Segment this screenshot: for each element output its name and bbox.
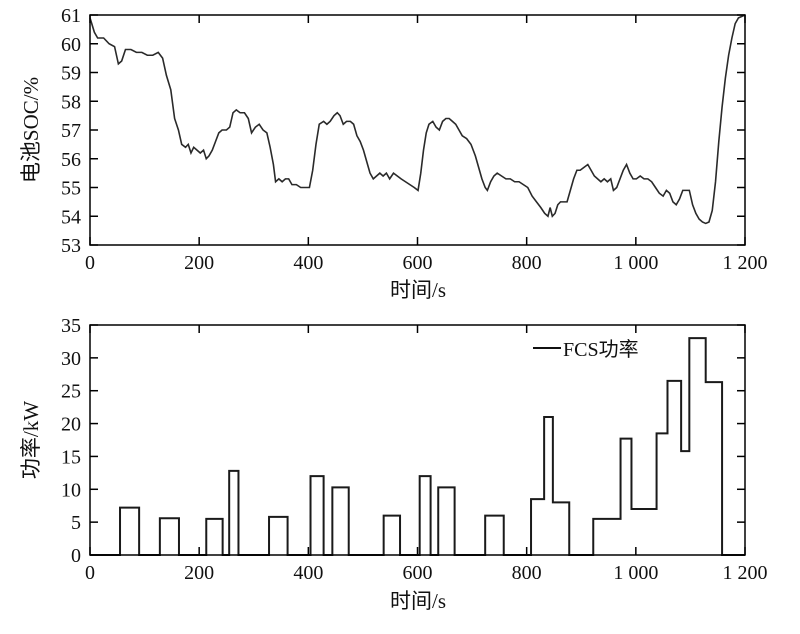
legend-label: FCS功率 xyxy=(563,339,639,361)
soc-y-axis-label: 电池SOC/% xyxy=(19,76,43,184)
svg-text:55: 55 xyxy=(61,178,81,200)
svg-text:57: 57 xyxy=(61,120,81,142)
svg-text:0: 0 xyxy=(71,545,81,567)
svg-text:400: 400 xyxy=(293,252,323,274)
svg-text:600: 600 xyxy=(403,562,433,584)
svg-text:10: 10 xyxy=(61,479,81,501)
fcs-y-axis-label: 功率/kW xyxy=(19,400,43,480)
svg-text:600: 600 xyxy=(403,252,433,274)
soc-chart: 0 200 400 600 800 1 000 1 200 53 54 55 56 57 58 59 60 6… xyxy=(61,5,768,274)
svg-text:200: 200 xyxy=(184,562,214,584)
svg-text:1 000: 1 000 xyxy=(613,252,658,274)
fcs-chart-block: 0 200 400 600 800 1 000 1 200 0 5 10 15 20 25 30 35 xyxy=(0,310,800,634)
svg-text:15: 15 xyxy=(61,446,81,468)
soc-x-axis-label: 时间/s xyxy=(389,278,447,302)
svg-text:53: 53 xyxy=(61,235,81,257)
svg-text:200: 200 xyxy=(184,252,214,274)
svg-text:0: 0 xyxy=(85,562,95,584)
svg-text:60: 60 xyxy=(61,34,81,56)
legend: FCS功率 xyxy=(533,333,639,362)
fcs-line xyxy=(90,337,745,556)
svg-text:54: 54 xyxy=(61,206,81,228)
svg-text:5: 5 xyxy=(71,512,81,534)
svg-text:400: 400 xyxy=(293,562,323,584)
svg-text:59: 59 xyxy=(61,63,81,85)
svg-text:1 000: 1 000 xyxy=(613,562,658,584)
fcs-chart: 0 200 400 600 800 1 000 1 200 0 5 10 15 20 25 30 35 xyxy=(61,315,768,584)
svg-text:25: 25 xyxy=(61,381,81,403)
legend-line-sample-icon xyxy=(533,346,561,349)
svg-text:58: 58 xyxy=(61,91,81,113)
svg-text:800: 800 xyxy=(512,562,542,584)
svg-text:30: 30 xyxy=(61,348,81,370)
svg-text:61: 61 xyxy=(61,5,81,27)
fcs-x-axis-label: 时间/s xyxy=(389,589,447,613)
svg-text:800: 800 xyxy=(512,252,542,274)
soc-line xyxy=(89,14,746,225)
svg-text:35: 35 xyxy=(61,315,81,337)
svg-text:1 200: 1 200 xyxy=(723,562,768,584)
svg-text:1 200: 1 200 xyxy=(723,252,768,274)
svg-text:0: 0 xyxy=(85,252,95,274)
svg-text:56: 56 xyxy=(61,149,81,171)
svg-text:20: 20 xyxy=(61,414,81,436)
soc-chart-block: 0 200 400 600 800 1 000 1 200 53 54 55 56 57 58 59 60 6… xyxy=(0,0,800,310)
